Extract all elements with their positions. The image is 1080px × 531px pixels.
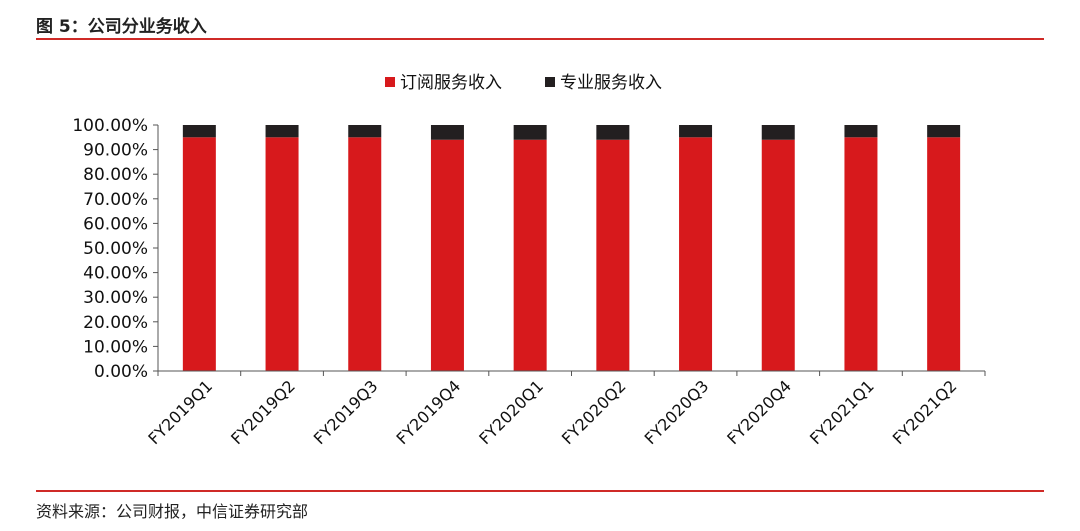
bar-professional-FY2019Q2 xyxy=(265,125,299,138)
x-tick-label: FY2019Q3 xyxy=(310,376,382,448)
y-tick-label: 30.00% xyxy=(83,288,148,308)
bar-professional-FY2020Q3 xyxy=(679,125,713,138)
bar-subscription-FY2021Q2 xyxy=(927,137,961,371)
legend-swatch-2 xyxy=(545,77,555,87)
bar-professional-FY2020Q4 xyxy=(761,125,795,140)
title-divider xyxy=(36,38,1044,40)
x-tick-label: FY2019Q4 xyxy=(393,376,465,448)
bar-subscription-FY2020Q1 xyxy=(513,139,547,371)
x-tick-label: FY2020Q4 xyxy=(723,376,795,448)
x-tick-label: FY2020Q1 xyxy=(475,376,547,448)
x-tick-label: FY2020Q2 xyxy=(558,376,630,448)
x-tick-label: FY2021Q2 xyxy=(889,376,961,448)
y-tick-label: 60.00% xyxy=(83,214,148,234)
legend-label-2: 专业服务收入 xyxy=(560,73,662,93)
source-divider xyxy=(36,490,1044,492)
bar-professional-FY2019Q1 xyxy=(182,125,216,138)
bar-professional-FY2020Q2 xyxy=(596,125,630,140)
y-tick-label: 20.00% xyxy=(83,313,148,333)
bar-subscription-FY2020Q2 xyxy=(596,139,630,371)
legend-label-1: 订阅服务收入 xyxy=(400,73,502,93)
bar-professional-FY2021Q1 xyxy=(844,125,878,138)
figure-title: 图 5：公司分业务收入 xyxy=(36,17,207,37)
legend-swatch-1 xyxy=(385,77,395,87)
bar-subscription-FY2019Q4 xyxy=(430,139,464,371)
bar-subscription-FY2020Q4 xyxy=(761,139,795,371)
y-tick-label: 10.00% xyxy=(83,337,148,357)
y-tick-label: 40.00% xyxy=(83,264,148,284)
y-tick-label: 100.00% xyxy=(72,116,148,136)
x-axis: FY2019Q1 FY2019Q2 FY2019Q3 FY2019Q4 FY2020Q1… xyxy=(144,370,986,448)
bar-subscription-FY2020Q3 xyxy=(679,137,713,371)
x-tick-label: FY2019Q1 xyxy=(144,376,216,448)
bar-subscription-FY2021Q1 xyxy=(844,137,878,371)
y-tick-label: 0.00% xyxy=(94,362,148,382)
bar-professional-FY2019Q3 xyxy=(348,125,382,138)
bar-subscription-FY2019Q3 xyxy=(348,137,382,371)
x-tick-label: FY2021Q1 xyxy=(806,376,878,448)
bar-professional-FY2019Q4 xyxy=(430,125,464,140)
y-tick-label: 90.00% xyxy=(83,141,148,161)
bar-professional-FY2020Q1 xyxy=(513,125,547,140)
bar-professional-FY2021Q2 xyxy=(927,125,961,138)
bar-subscription-FY2019Q2 xyxy=(265,137,299,371)
x-tick-label: FY2019Q2 xyxy=(227,376,299,448)
y-tick-label: 50.00% xyxy=(83,239,148,259)
y-tick-label: 70.00% xyxy=(83,190,148,210)
source-note: 资料来源：公司财报，中信证券研究部 xyxy=(36,502,309,521)
y-axis: 0.00% 10.00% 20.00% 30.00% 40.00% 50.00% 60.00… xyxy=(72,116,159,382)
legend: 订阅服务收入 专业服务收入 xyxy=(385,73,662,93)
bars xyxy=(182,125,961,371)
bar-subscription-FY2019Q1 xyxy=(182,137,216,371)
y-tick-label: 80.00% xyxy=(83,165,148,185)
x-tick-label: FY2020Q3 xyxy=(641,376,713,448)
